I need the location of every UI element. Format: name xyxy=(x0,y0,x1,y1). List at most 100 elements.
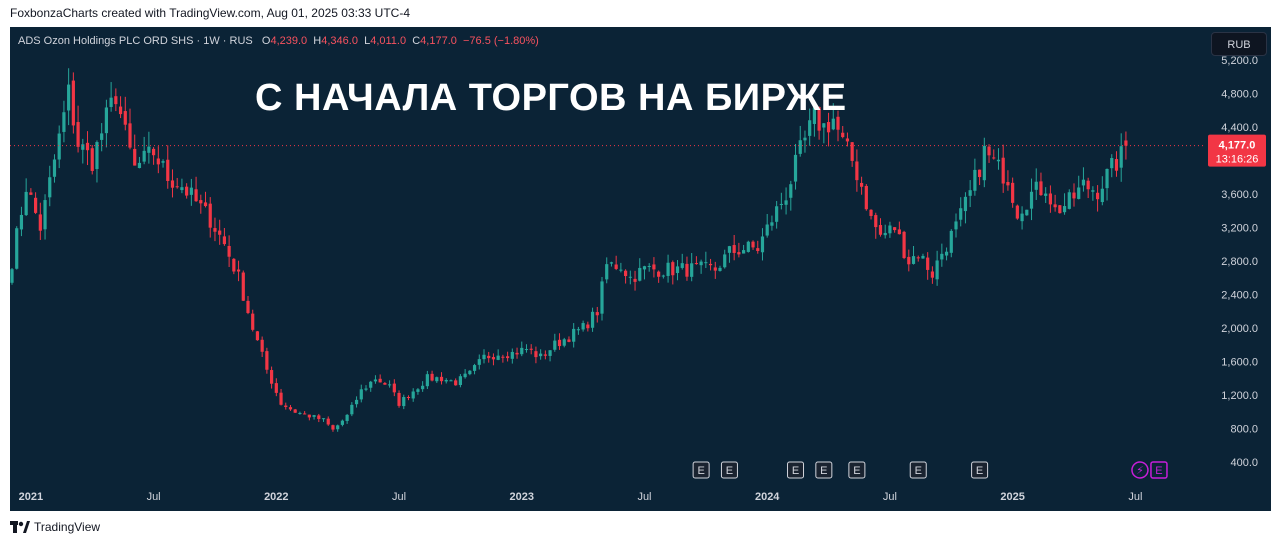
candle-body xyxy=(775,206,779,222)
earnings-event-icon xyxy=(720,461,738,479)
candle-body xyxy=(114,96,118,105)
candle-body xyxy=(1029,191,1034,209)
candle-body xyxy=(893,227,897,231)
x-tick-label: Jul xyxy=(883,491,897,503)
candle-body xyxy=(67,84,71,111)
y-tick-label: 2,400.0 xyxy=(1221,290,1258,302)
candle-body xyxy=(378,378,382,383)
ohlc-legend: ADS Ozon Holdings PLC ORD SHS · 1W · RUS… xyxy=(18,35,539,47)
candle-body xyxy=(421,385,425,390)
candle-body xyxy=(364,388,368,390)
candle-body xyxy=(793,154,798,182)
price-tag xyxy=(1208,134,1266,167)
candle-body xyxy=(954,221,958,230)
candle-body xyxy=(62,112,66,132)
candle-body xyxy=(732,245,736,253)
y-tick-label: 1,200.0 xyxy=(1221,390,1258,402)
candle-body xyxy=(369,381,373,388)
candle-body xyxy=(1039,181,1043,196)
candle-body xyxy=(71,80,75,126)
earnings-event-label: E xyxy=(976,465,983,477)
candle-body xyxy=(529,348,533,350)
candle-body xyxy=(1062,206,1067,213)
symbol-label[interactable]: ADS Ozon Holdings PLC ORD SHS · 1W · RUS xyxy=(18,35,253,47)
candle-body xyxy=(1124,140,1128,146)
headline-text: С НАЧАЛА ТОРГОВ НА БИРЖЕ xyxy=(255,77,847,119)
candle-body xyxy=(189,187,193,195)
candle-body xyxy=(1110,158,1114,169)
candle-body xyxy=(468,370,472,375)
candle-body xyxy=(765,224,769,236)
candle-body xyxy=(402,397,406,407)
candle-body xyxy=(647,265,651,267)
candle-body xyxy=(930,271,934,278)
candle-body xyxy=(458,376,462,386)
candle-body xyxy=(944,251,949,256)
candle-body xyxy=(940,253,944,260)
candle-body xyxy=(241,272,245,301)
candle-body xyxy=(718,267,722,271)
candle-body xyxy=(742,250,746,254)
candle-body xyxy=(293,409,297,413)
candle-body xyxy=(1020,213,1024,222)
candle-body xyxy=(90,148,94,171)
candle-body xyxy=(137,162,142,169)
y-tick-label: 800.0 xyxy=(1230,424,1258,436)
candle-body xyxy=(916,257,920,259)
candle-body xyxy=(454,380,458,386)
candle-body xyxy=(1072,192,1076,199)
x-tick-label: 2023 xyxy=(510,491,534,503)
candle-body xyxy=(624,270,628,277)
candle-body xyxy=(317,415,321,419)
candle-body xyxy=(869,209,873,216)
candle-body xyxy=(161,161,165,163)
candle-body xyxy=(751,241,755,248)
candle-body xyxy=(128,123,132,148)
candle-body xyxy=(104,107,108,134)
candle-body xyxy=(1058,205,1062,214)
earnings-event-label: E xyxy=(915,465,922,477)
candle-body xyxy=(444,379,448,382)
candle-body xyxy=(48,177,52,198)
candle-body xyxy=(756,248,760,252)
candle-body xyxy=(152,148,156,156)
chart-panel[interactable]: 400.0 800.0 1,200.0 1,600.0 2,000.0 2,400.0 2,… xyxy=(10,27,1271,511)
candle-body xyxy=(1015,205,1019,219)
candle-body xyxy=(878,225,883,235)
price-chart[interactable]: 400.0 800.0 1,200.0 1,600.0 2,000.0 2,400.0 2,… xyxy=(10,27,1271,511)
candle-body xyxy=(1081,179,1086,186)
candle-body xyxy=(685,263,689,277)
candle-body xyxy=(1067,192,1071,209)
candle-body xyxy=(232,258,236,272)
candle-body xyxy=(397,392,401,406)
candle-body xyxy=(567,339,571,342)
earnings-event-icon xyxy=(909,461,927,479)
candle-body xyxy=(595,312,599,316)
candle-body xyxy=(826,122,831,133)
price-tag-countdown: 13:16:26 xyxy=(1216,154,1259,166)
change-value: −76.5 (−1.80%) xyxy=(463,35,539,47)
candle-body xyxy=(142,150,146,162)
currency-button[interactable]: RUB xyxy=(1211,32,1267,56)
x-tick-label: 2021 xyxy=(19,491,43,503)
high-value: 4,346.0 xyxy=(321,35,358,47)
candle-body xyxy=(501,356,505,358)
candle-body xyxy=(288,407,293,410)
candle-body xyxy=(175,186,179,188)
candle-body xyxy=(463,373,467,378)
y-tick-label: 3,600.0 xyxy=(1221,189,1258,201)
candle-body xyxy=(581,323,585,330)
candle-body xyxy=(808,120,812,136)
candle-body xyxy=(336,425,340,430)
candle-body xyxy=(449,380,453,382)
candle-body xyxy=(666,262,670,276)
earnings-event-icon xyxy=(815,461,833,479)
candle-body xyxy=(194,189,198,202)
candle-body xyxy=(260,339,264,352)
candle-body xyxy=(350,404,354,415)
candle-body xyxy=(425,374,429,387)
candle-body xyxy=(708,263,713,266)
candle-body xyxy=(968,190,972,196)
candle-body xyxy=(534,351,538,358)
candle-body xyxy=(439,376,444,382)
